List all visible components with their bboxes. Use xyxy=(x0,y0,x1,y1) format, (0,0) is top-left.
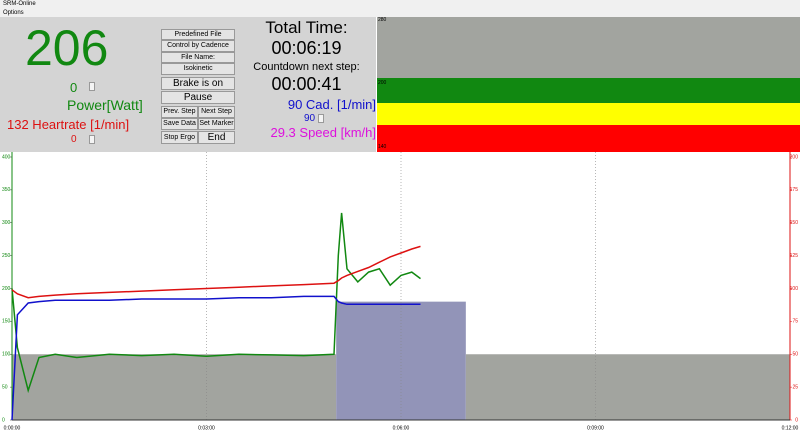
end-button[interactable]: End xyxy=(198,131,235,144)
x-tick-label: 0:00:00 xyxy=(4,425,21,431)
y-tick-label: 150 xyxy=(2,319,11,325)
mode-label: Predefined File xyxy=(161,29,235,40)
cadence-target: 90 xyxy=(304,113,316,124)
y-tick-label: 100 xyxy=(2,352,11,358)
next-step-button[interactable]: Next Step xyxy=(198,106,235,118)
gauge-label: 280 xyxy=(378,17,387,23)
countdown-time: 00:00:41 xyxy=(271,74,342,94)
power-offset: 0 xyxy=(70,80,78,95)
countdown-label: Countdown next step: xyxy=(253,61,360,73)
y2-tick-label: 200 xyxy=(790,154,799,160)
heartrate-label: 132 Heartrate [1/min] xyxy=(7,117,130,132)
y-tick-label: 250 xyxy=(2,253,11,259)
stop-ergo-button[interactable]: Stop Ergo xyxy=(161,131,198,144)
gauge-label: 200 xyxy=(378,80,387,86)
brake-status: Brake is on xyxy=(161,77,235,90)
y-tick-label: 0 xyxy=(2,417,5,423)
pause-button[interactable]: Pause xyxy=(161,91,235,104)
target-step xyxy=(336,301,466,420)
heartrate-offset: 0 xyxy=(71,134,77,145)
gauge-zone xyxy=(377,103,800,125)
menu-bar: Options xyxy=(0,9,800,17)
gauge-label: 140 xyxy=(378,144,387,150)
spin-box[interactable] xyxy=(89,82,95,91)
gauge: 280 200 140 xyxy=(377,17,800,152)
gauge-zone xyxy=(377,78,800,103)
y-tick-label: 300 xyxy=(2,220,11,226)
y-tick-label: 200 xyxy=(2,286,11,292)
y-tick-label: 50 xyxy=(2,384,8,390)
spin-box[interactable] xyxy=(89,135,95,144)
control-mode: Control by Cadence xyxy=(161,40,235,52)
x-tick-label: 0:09:00 xyxy=(587,425,604,431)
y2-tick-label: 125 xyxy=(790,253,799,259)
timer-panel: Total Time: 00:06:19 Countdown next step… xyxy=(237,17,376,152)
gauge-zone xyxy=(377,125,800,152)
prev-step-button[interactable]: Prev. Step xyxy=(161,106,198,118)
set-marker-button[interactable]: Set Marker xyxy=(198,118,235,130)
control-panel: Predefined File Control by Cadence File … xyxy=(148,17,237,152)
y2-tick-label: 25 xyxy=(792,384,798,390)
x-tick-label: 0:12:00 xyxy=(782,425,799,431)
y2-tick-label: 175 xyxy=(790,187,799,193)
series-line xyxy=(11,245,421,299)
window-title: SRM-Online xyxy=(3,1,36,7)
menu-item[interactable]: Options xyxy=(3,10,24,16)
power-value: 206 xyxy=(25,20,109,76)
total-label: Total Time: xyxy=(265,18,348,37)
target-step xyxy=(465,354,790,420)
value-panel: 206 0 Power[Watt] 132 Heartrate [1/min] … xyxy=(0,17,148,152)
y2-tick-label: 150 xyxy=(790,220,799,226)
cadence-label: 90 Cad. [1/min] xyxy=(287,97,376,112)
y2-tick-label: 0 xyxy=(795,417,798,423)
title-bar: SRM-Online xyxy=(0,0,800,9)
x-tick-label: 0:03:00 xyxy=(198,425,215,431)
power-label: Power[Watt] xyxy=(67,97,143,113)
series-line xyxy=(11,295,421,421)
target-step xyxy=(12,354,337,420)
y2-tick-label: 50 xyxy=(792,352,798,358)
y-tick-label: 350 xyxy=(2,187,11,193)
y2-tick-label: 100 xyxy=(790,286,799,292)
y-tick-label: 400 xyxy=(2,154,11,160)
series-line xyxy=(11,212,421,394)
speed-label: 29.3 Speed [km/h] xyxy=(270,125,376,140)
x-tick-label: 0:06:00 xyxy=(393,425,410,431)
y2-tick-label: 75 xyxy=(792,319,798,325)
file-name: Isokinetic xyxy=(161,63,235,75)
save-data-button[interactable]: Save Data xyxy=(161,118,198,130)
file-label: File Name: xyxy=(161,52,235,63)
total-time: 00:06:19 xyxy=(271,38,342,58)
spin-box[interactable] xyxy=(318,114,324,123)
